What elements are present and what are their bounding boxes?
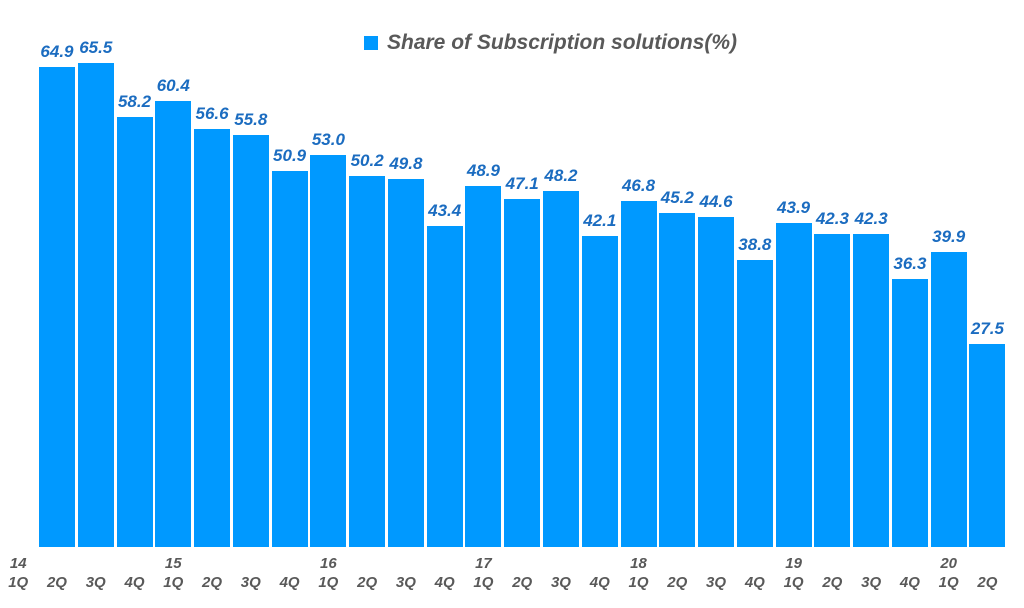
legend-label: Share of Subscription solutions(%)	[387, 31, 738, 54]
bar	[504, 198, 541, 547]
bar	[814, 234, 851, 547]
bar-value-label: 55.8	[234, 109, 268, 129]
bar-value-label: 60.4	[156, 75, 190, 95]
x-axis-year-label: 19	[785, 555, 802, 572]
x-axis-quarter-label: 1Q	[8, 574, 29, 591]
x-axis-year-label: 16	[320, 555, 337, 572]
bar	[426, 226, 463, 547]
bar	[775, 222, 812, 547]
bar-value-label: 42.3	[815, 209, 849, 229]
bar-value-label: 53.0	[311, 130, 345, 150]
bar-value-label: 38.8	[738, 235, 772, 255]
x-axis-quarter-label: 4Q	[279, 574, 300, 591]
x-axis-quarter-label: 3Q	[550, 574, 571, 591]
x-axis-quarter-label: 2Q	[667, 574, 688, 591]
bar-value-label: 42.3	[854, 209, 888, 229]
x-axis-quarter-label: 4Q	[124, 574, 145, 591]
bar-value-label: 58.2	[117, 91, 152, 111]
bar-value-label: 49.8	[389, 154, 423, 174]
bar	[116, 116, 153, 547]
bar-value-label: 43.9	[777, 197, 811, 217]
bar	[310, 155, 347, 547]
bar-value-label: 42.1	[583, 210, 617, 230]
bar	[698, 217, 735, 547]
x-axis-quarter-label: 2Q	[822, 574, 843, 591]
x-axis-year-label: 15	[164, 555, 182, 572]
bar	[194, 128, 231, 547]
bar	[387, 179, 424, 547]
x-axis-quarter-label: 1Q	[938, 574, 959, 591]
bar	[542, 190, 579, 547]
legend-marker-icon	[364, 36, 378, 50]
bar-value-label: 44.6	[699, 192, 733, 212]
x-axis-quarter-label: 2Q	[202, 574, 223, 591]
bar-value-label: 50.2	[350, 151, 384, 171]
x-axis-quarter-label: 1Q	[628, 574, 649, 591]
bar	[155, 100, 192, 547]
x-axis-quarter-label: 2Q	[512, 574, 533, 591]
x-axis-quarter-label: 3Q	[395, 574, 416, 591]
bar-value-label: 46.8	[621, 176, 656, 196]
bar-value-label: 56.6	[195, 103, 229, 123]
bar	[465, 185, 502, 547]
bar	[736, 260, 773, 547]
bar	[620, 201, 657, 547]
x-axis-quarter-label: 4Q	[434, 574, 455, 591]
bar	[853, 234, 890, 547]
x-axis-quarter-label: 3Q	[706, 574, 727, 591]
x-axis-quarter-label: 1Q	[318, 574, 339, 591]
bar-value-label: 50.9	[273, 145, 307, 165]
bar	[659, 213, 696, 547]
bar-value-label: 64.9	[40, 42, 74, 62]
x-axis-quarter-label: 2Q	[357, 574, 378, 591]
x-axis-quarter-label: 4Q	[744, 574, 765, 591]
bar-value-label: 65.5	[79, 38, 113, 58]
bar	[271, 170, 308, 547]
x-axis-quarter-label: 4Q	[899, 574, 920, 591]
x-axis-quarter-label: 3Q	[85, 574, 106, 591]
x-axis-quarter-label: 1Q	[783, 574, 804, 591]
bar-value-label: 47.1	[505, 173, 539, 193]
bar	[930, 252, 967, 547]
x-axis-quarter-label: 1Q	[473, 574, 494, 591]
bar-value-label: 45.2	[660, 188, 694, 208]
bar-value-label: 48.9	[466, 160, 500, 180]
x-axis-quarter-label: 2Q	[46, 574, 67, 591]
bar	[232, 134, 269, 547]
x-axis-quarter-label: 2Q	[977, 574, 998, 591]
bar-value-label: 36.3	[893, 253, 927, 273]
x-axis-year-label: 17	[475, 555, 492, 572]
bar	[891, 278, 928, 547]
legend: Share of Subscription solutions(%)	[364, 31, 737, 55]
bar-value-label: 43.4	[428, 201, 462, 221]
x-axis-quarter-label: 3Q	[861, 574, 882, 591]
x-axis-quarter-label: 1Q	[163, 574, 184, 591]
bar	[38, 67, 75, 547]
bar	[77, 63, 114, 547]
x-axis-year-label: 18	[630, 555, 647, 572]
bar	[581, 235, 618, 547]
x-axis-year-label: 20	[940, 555, 958, 572]
bar-value-label: 48.2	[544, 165, 578, 185]
bar	[969, 343, 1006, 547]
x-axis-quarter-label: 3Q	[240, 574, 261, 591]
bar-value-label: 39.9	[932, 227, 966, 247]
x-axis-quarter-label: 4Q	[589, 574, 610, 591]
x-axis-year-label: 14	[9, 555, 27, 572]
bar-value-label: 27.5	[970, 318, 1004, 338]
bar	[349, 176, 386, 547]
